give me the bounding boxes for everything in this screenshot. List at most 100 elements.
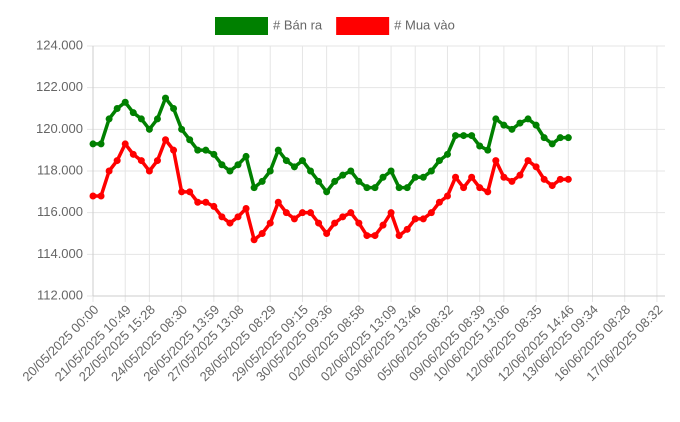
point bbox=[113, 157, 121, 165]
point bbox=[331, 219, 339, 227]
point bbox=[484, 146, 492, 154]
point bbox=[186, 136, 194, 144]
point bbox=[476, 184, 484, 192]
point bbox=[339, 171, 347, 179]
point bbox=[540, 175, 548, 183]
point bbox=[524, 157, 532, 165]
point bbox=[379, 221, 387, 229]
point bbox=[564, 175, 572, 183]
point bbox=[347, 209, 355, 217]
point bbox=[282, 157, 290, 165]
point bbox=[258, 230, 266, 237]
point bbox=[250, 236, 258, 244]
point bbox=[202, 198, 210, 206]
point bbox=[540, 134, 548, 142]
line-series bbox=[93, 138, 569, 242]
point bbox=[194, 146, 202, 154]
point bbox=[153, 115, 161, 123]
point bbox=[266, 219, 274, 227]
point bbox=[355, 219, 363, 227]
point bbox=[443, 150, 451, 158]
point bbox=[315, 219, 323, 227]
point bbox=[242, 205, 250, 212]
point bbox=[532, 163, 540, 171]
point bbox=[468, 132, 476, 140]
point bbox=[347, 167, 355, 175]
point bbox=[508, 177, 516, 185]
point bbox=[435, 198, 443, 206]
point bbox=[387, 209, 395, 217]
point bbox=[89, 140, 97, 148]
point bbox=[460, 184, 468, 192]
point bbox=[443, 192, 451, 200]
point bbox=[419, 173, 427, 181]
point bbox=[403, 225, 411, 233]
point bbox=[508, 125, 516, 133]
point bbox=[411, 215, 419, 223]
point bbox=[411, 173, 419, 181]
point bbox=[363, 232, 371, 240]
point bbox=[234, 161, 242, 169]
point bbox=[427, 167, 435, 175]
y-tick-label: 114.000 bbox=[37, 246, 83, 261]
point bbox=[516, 119, 524, 127]
point bbox=[89, 192, 97, 200]
point bbox=[516, 171, 524, 179]
point bbox=[395, 232, 403, 240]
point bbox=[315, 177, 323, 185]
point bbox=[355, 177, 363, 185]
point bbox=[218, 161, 226, 169]
point bbox=[137, 157, 145, 165]
point bbox=[226, 167, 234, 175]
y-tick-label: 122.000 bbox=[36, 79, 83, 94]
point bbox=[298, 209, 306, 217]
point bbox=[371, 232, 379, 240]
legend-swatch[interactable] bbox=[336, 17, 390, 35]
point bbox=[105, 167, 113, 175]
point bbox=[452, 132, 460, 140]
point bbox=[331, 177, 339, 185]
point bbox=[113, 105, 121, 112]
legend-label[interactable]: # Mua vào bbox=[394, 17, 455, 32]
point bbox=[162, 94, 170, 102]
point bbox=[121, 98, 129, 106]
point bbox=[532, 121, 540, 129]
point bbox=[548, 182, 556, 190]
point bbox=[492, 115, 500, 123]
point bbox=[468, 173, 476, 181]
point bbox=[121, 140, 129, 148]
y-tick-label: 124.000 bbox=[36, 37, 83, 52]
point bbox=[129, 109, 137, 117]
point bbox=[564, 134, 572, 142]
point bbox=[548, 140, 556, 148]
point bbox=[556, 134, 564, 142]
point bbox=[419, 215, 427, 223]
point bbox=[137, 115, 145, 123]
point bbox=[186, 188, 194, 196]
y-tick-label: 112.000 bbox=[37, 287, 83, 302]
point bbox=[460, 132, 468, 140]
point bbox=[210, 202, 218, 210]
point bbox=[500, 173, 508, 181]
point bbox=[145, 167, 153, 175]
point bbox=[170, 146, 178, 154]
point bbox=[234, 213, 242, 221]
legend-swatch[interactable] bbox=[215, 17, 268, 35]
point bbox=[435, 157, 443, 165]
point bbox=[282, 209, 290, 217]
point bbox=[452, 173, 460, 181]
point bbox=[556, 175, 564, 183]
point bbox=[194, 198, 202, 206]
point bbox=[371, 184, 379, 192]
point bbox=[145, 125, 153, 133]
point bbox=[476, 142, 484, 150]
point bbox=[307, 209, 315, 217]
point bbox=[524, 115, 532, 123]
legend-label[interactable]: # Bán ra bbox=[273, 17, 323, 32]
point bbox=[387, 167, 395, 175]
point bbox=[484, 188, 492, 196]
point bbox=[250, 184, 258, 192]
point bbox=[97, 192, 105, 200]
point bbox=[178, 188, 186, 196]
